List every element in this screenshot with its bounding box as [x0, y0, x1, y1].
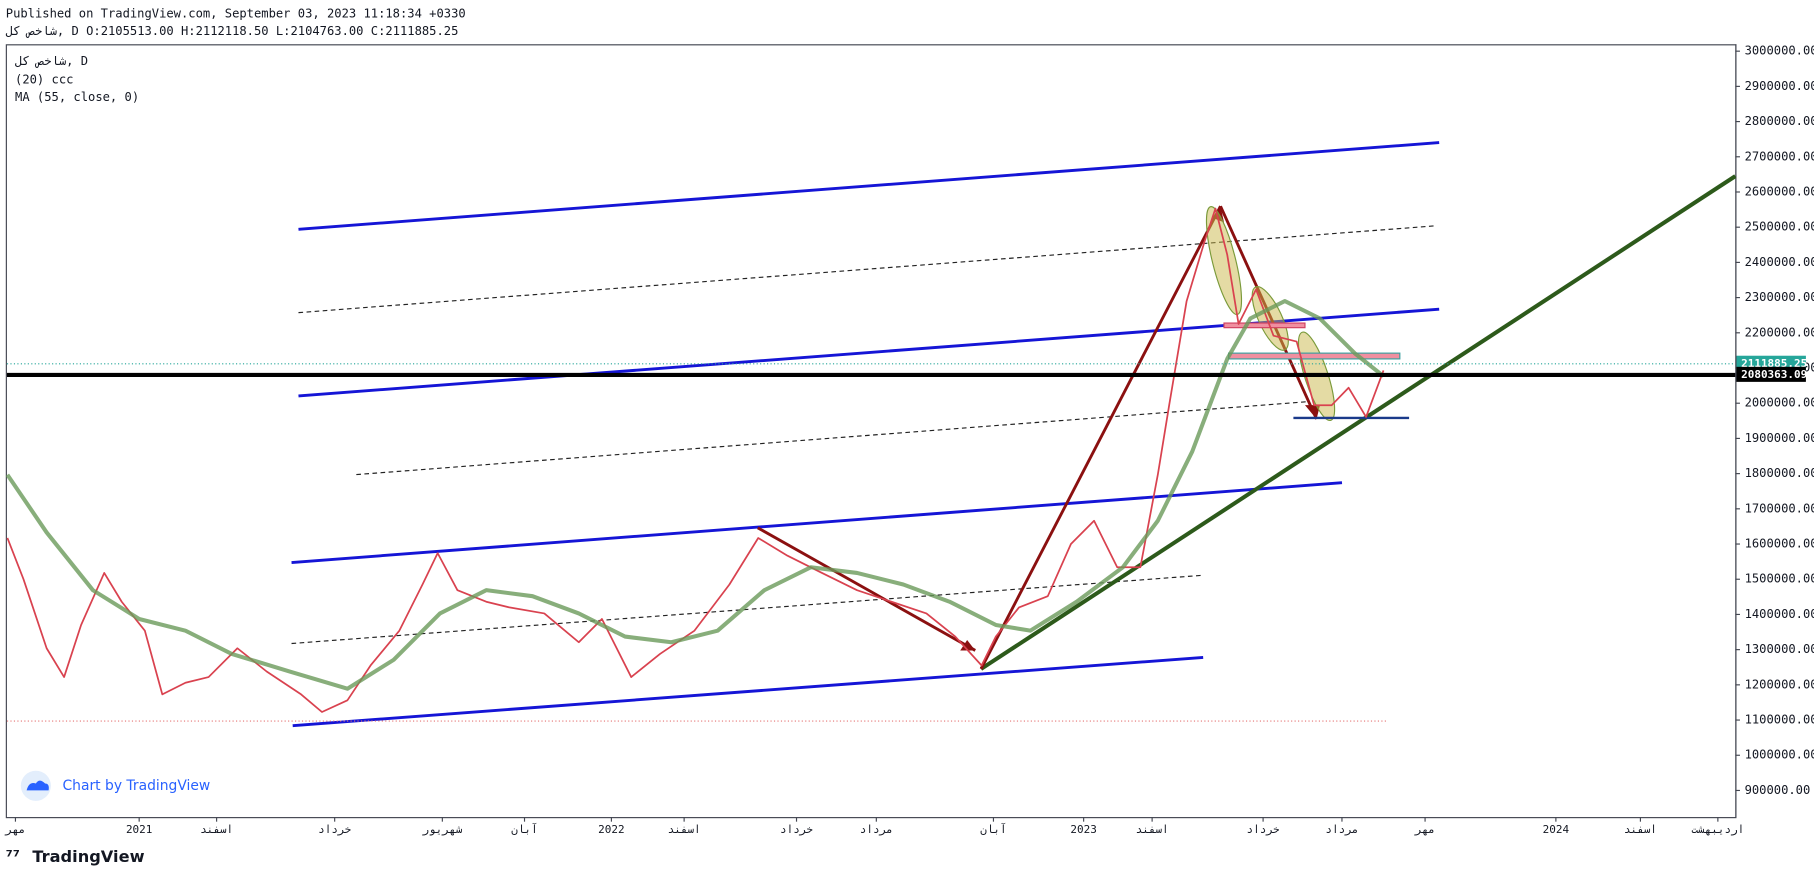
ohlc-line: شاخص کل, D O:2105513.00 H:2112118.50 L:2…: [6, 24, 459, 39]
x-tick-label: اسفند: [668, 823, 701, 836]
x-tick-label: اردیبهشت: [1691, 823, 1744, 836]
legend-indicator: (20) ccc: [15, 73, 73, 87]
y-tick-label: 2600000.00: [1745, 184, 1814, 198]
arrow-line: [757, 526, 976, 652]
arrow-head: [960, 640, 976, 651]
x-tick-label: 2024: [1543, 823, 1570, 836]
last-price-label: 2111885.25: [1741, 357, 1807, 370]
y-tick-label: 1500000.00: [1745, 572, 1814, 586]
y-tick-label: 1300000.00: [1745, 642, 1814, 656]
y-tick-label: 2300000.00: [1745, 290, 1814, 304]
y-tick-label: 1400000.00: [1745, 607, 1814, 621]
drawings: [6, 141, 1737, 728]
watermark-cloud: [26, 780, 49, 791]
x-tick-label: اسفند: [1136, 823, 1169, 836]
x-tick-label: 2021: [126, 823, 152, 836]
zone-box: [1228, 352, 1401, 360]
y-tick-label: 1600000.00: [1745, 537, 1814, 551]
y-tick-label: 1800000.00: [1745, 466, 1814, 480]
logo-mark: ⁷⁷: [6, 847, 20, 866]
legend-entry: شاخص کل, D: [15, 54, 88, 69]
y-tick-label: 1900000.00: [1745, 431, 1814, 445]
x-tick-label: اسفند: [200, 823, 233, 836]
y-tick-label: 1700000.00: [1745, 501, 1814, 515]
published-line: Published on TradingView.com, September …: [6, 7, 466, 21]
channel-line: [298, 141, 1440, 231]
y-tick-label: 2800000.00: [1745, 114, 1814, 128]
y-tick-label: 2700000.00: [1745, 149, 1814, 163]
y-tick-label: 1100000.00: [1745, 713, 1814, 727]
trend-line: [979, 174, 1737, 671]
x-tick-label: مرداد: [860, 823, 893, 836]
logo-text: TradingView: [32, 847, 144, 866]
x-tick-label: آبان: [511, 822, 537, 836]
y-tick-label: 1200000.00: [1745, 677, 1814, 691]
y-tick-label: 2000000.00: [1745, 396, 1814, 410]
watermark: Chart by TradingView: [20, 770, 210, 801]
price-line: [6, 207, 1385, 713]
x-tick-label: مهر: [5, 823, 26, 836]
x-tick-label: آبان: [980, 822, 1006, 836]
x-tick-label: 2022: [598, 823, 624, 836]
x-tick-label: مرداد: [1325, 823, 1358, 836]
y-tick-label: 1000000.00: [1745, 748, 1814, 762]
plot-frame: [5, 44, 1737, 819]
legend-entry: MA (55, close, 0): [15, 90, 139, 104]
footer-logo: ⁷⁷ TradingView: [6, 847, 145, 866]
channel-line: [291, 481, 1343, 564]
median-line: [298, 225, 1435, 314]
watermark-text[interactable]: Chart by TradingView: [62, 778, 210, 794]
hline-price-box: [1736, 366, 1806, 382]
y-tick-label: 2900000.00: [1745, 79, 1814, 93]
ma-line: [5, 299, 1385, 691]
x-tick-label: خرداد: [780, 823, 813, 836]
y-tick-label: 900000.00: [1745, 783, 1811, 797]
x-tick-label: خرداد: [1247, 823, 1280, 836]
zone-box: [1223, 322, 1306, 329]
x-tick-label: مهر: [1414, 823, 1435, 836]
arrow-line: [979, 205, 1222, 670]
arrow-head: [1304, 405, 1321, 420]
y-tick-label: 2200000.00: [1745, 325, 1814, 339]
highlight-ellipse: [1205, 206, 1243, 316]
x-tick-label: خرداد: [318, 823, 351, 836]
x-tick-label: 2023: [1070, 823, 1096, 836]
x-tick-label: شهریور: [422, 823, 463, 836]
hline-price-label: 2080363.09: [1741, 368, 1807, 381]
median-line: [356, 401, 1308, 476]
y-tick-label: 2500000.00: [1745, 220, 1814, 234]
channel-line: [292, 655, 1204, 728]
y-tick-label: 3000000.00: [1745, 44, 1814, 58]
x-tick-label: اسفند: [1624, 823, 1657, 836]
y-tick-label: 2400000.00: [1745, 255, 1814, 269]
